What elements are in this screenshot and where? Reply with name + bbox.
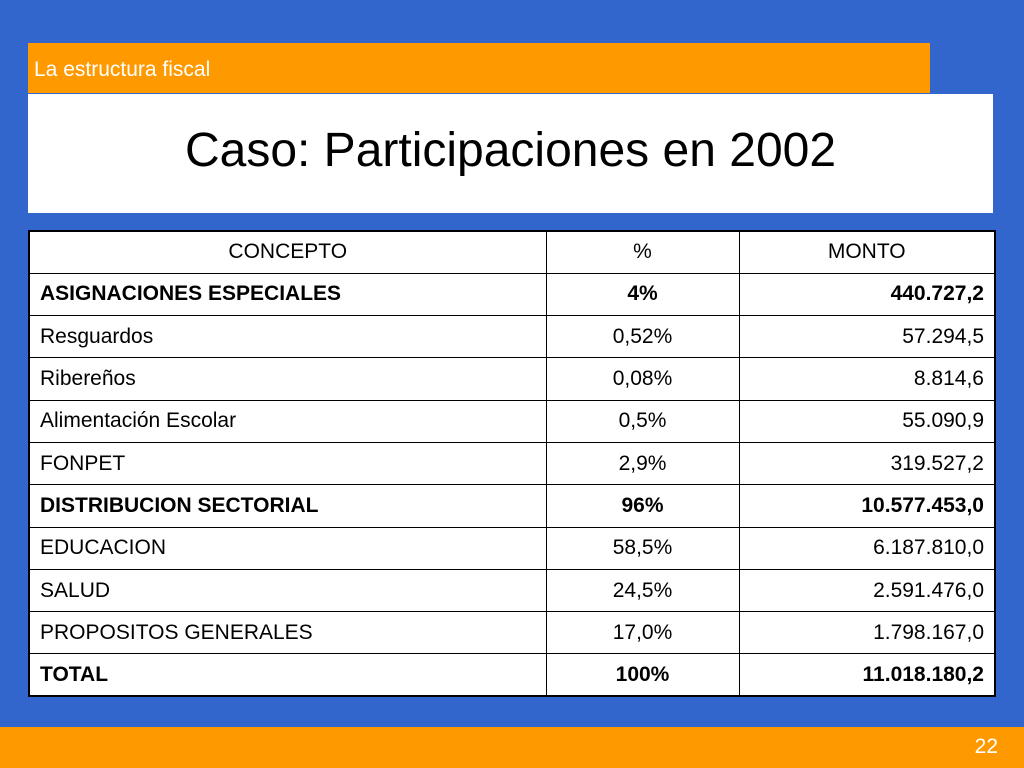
concept-cell: EDUCACION	[28, 526, 547, 570]
footer-bar: 22	[0, 727, 1024, 768]
concept-cell: PROPOSITOS GENERALES	[28, 611, 547, 655]
table-row: Ribereños 0,08% 8.814,6	[28, 357, 996, 401]
column-header-monto: MONTO	[738, 230, 996, 274]
page-title: Caso: Participaciones en 2002	[184, 124, 837, 177]
concept-cell: Ribereños	[28, 357, 547, 401]
percent-cell: 24,5%	[545, 568, 740, 613]
table-row: TOTAL 100% 11.018.180,2	[28, 653, 996, 697]
amount-cell: 8.814,6	[738, 357, 996, 401]
percent-cell: 58,5%	[545, 526, 740, 570]
amount-cell: 6.187.810,0	[738, 526, 996, 570]
amount-cell: 11.018.180,2	[738, 653, 996, 697]
section-bar	[28, 43, 930, 93]
title-panel: Caso: Participaciones en 2002	[28, 94, 993, 213]
percent-cell: 0,08%	[545, 357, 740, 401]
amount-cell: 10.577.453,0	[738, 484, 996, 528]
amount-cell: 1.798.167,0	[738, 611, 996, 655]
table-row: SALUD 24,5% 2.591.476,0	[28, 568, 996, 613]
amount-cell: 57.294,5	[738, 315, 996, 359]
section-label: La estructura fiscal	[34, 58, 211, 81]
table-row: EDUCACION 58,5% 6.187.810,0	[28, 526, 996, 570]
percent-cell: 0,52%	[545, 315, 740, 359]
table-body: ASIGNACIONES ESPECIALES 4% 440.727,2 Resgua…	[28, 272, 996, 697]
page-number: 22	[974, 735, 998, 758]
amount-cell: 440.727,2	[738, 272, 996, 317]
concept-cell: Resguardos	[28, 315, 547, 359]
concept-cell: ASIGNACIONES ESPECIALES	[28, 272, 547, 317]
concept-cell: Alimentación Escolar	[28, 399, 547, 443]
table-row: Alimentación Escolar 0,5% 55.090,9	[28, 399, 996, 443]
column-header-concepto: CONCEPTO	[28, 230, 547, 274]
percent-cell: 100%	[545, 653, 740, 697]
amount-cell: 319.527,2	[738, 441, 996, 486]
column-header-porcentaje: %	[545, 230, 740, 274]
percent-cell: 4%	[545, 272, 740, 317]
table-row: Resguardos 0,52% 57.294,5	[28, 315, 996, 359]
table-header-row: CONCEPTO % MONTO	[28, 230, 996, 274]
table-row: PROPOSITOS GENERALES 17,0% 1.798.167,0	[28, 611, 996, 655]
table-row: DISTRIBUCION SECTORIAL 96% 10.577.453,0	[28, 484, 996, 528]
percent-cell: 96%	[545, 484, 740, 528]
concept-cell: SALUD	[28, 568, 547, 613]
concept-cell: DISTRIBUCION SECTORIAL	[28, 484, 547, 528]
percent-cell: 17,0%	[545, 611, 740, 655]
percent-cell: 0,5%	[545, 399, 740, 443]
table-row: FONPET 2,9% 319.527,2	[28, 441, 996, 486]
participaciones-table: CONCEPTO % MONTO ASIGNACIONES ESPECIALES…	[28, 230, 996, 698]
amount-cell: 55.090,9	[738, 399, 996, 443]
percent-cell: 2,9%	[545, 441, 740, 486]
table-row: ASIGNACIONES ESPECIALES 4% 440.727,2	[28, 272, 996, 317]
concept-cell: TOTAL	[28, 653, 547, 697]
amount-cell: 2.591.476,0	[738, 568, 996, 613]
concept-cell: FONPET	[28, 441, 547, 486]
